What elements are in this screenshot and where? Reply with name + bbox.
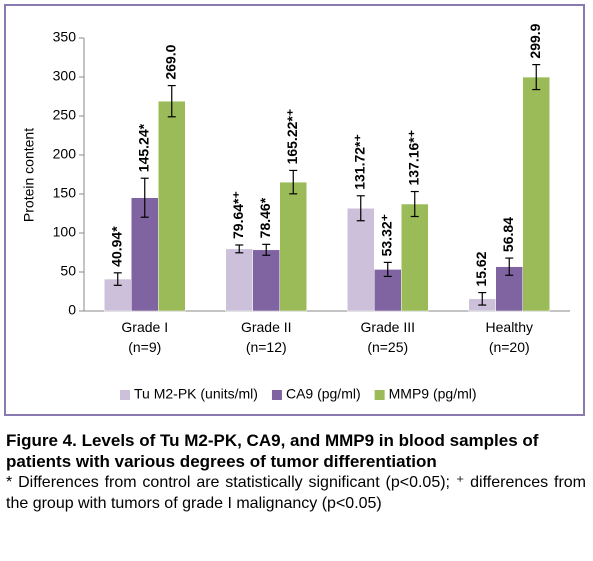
y-tick-label: 50 <box>60 263 76 279</box>
value-label: 79.64*⁺ <box>230 191 246 239</box>
value-label: 269.0 <box>162 44 178 79</box>
bar <box>279 181 307 312</box>
value-label: 15.62 <box>473 251 489 286</box>
error-bar <box>410 190 419 218</box>
legend-label: CA9 (pg/ml) <box>286 386 361 402</box>
value-label: 145.24* <box>135 123 151 172</box>
chart-frame <box>4 4 585 416</box>
y-axis-label: Protein content <box>21 128 37 222</box>
error-bar <box>532 63 541 91</box>
y-tick-label: 100 <box>53 224 77 240</box>
value-label: 165.22*⁺ <box>284 109 300 165</box>
error-bar <box>505 257 514 276</box>
x-tick-label: Grade III (n=25) <box>360 319 415 355</box>
chart: Protein content 0 50 100 150 200 250 300 350 40.… <box>21 23 570 402</box>
legend-swatch <box>374 390 385 400</box>
y-tick-label: 200 <box>53 146 77 162</box>
y-tick-label: 350 <box>53 29 77 45</box>
value-label: 40.94* <box>108 226 124 267</box>
bar <box>252 249 280 312</box>
legend-label: MMP9 (pg/ml) <box>389 386 477 402</box>
error-bar <box>383 261 392 278</box>
error-bar <box>289 169 298 195</box>
error-bar <box>140 177 149 218</box>
bar <box>225 248 253 312</box>
caption: Figure 4. Levels of Tu M2-PK, CA9, and M… <box>6 430 586 514</box>
legend-swatch <box>120 390 130 400</box>
error-bar <box>356 195 365 222</box>
y-tick-label: 0 <box>68 302 76 318</box>
value-label: 137.16*⁺ <box>405 130 421 186</box>
value-label: 78.46* <box>257 197 273 238</box>
bar <box>347 208 375 312</box>
bar <box>522 76 550 312</box>
x-tick-label: Healthy (n=20) <box>485 319 533 355</box>
bar <box>158 100 186 312</box>
value-label: 131.72*⁺ <box>351 134 367 190</box>
y-tick-label: 150 <box>53 185 77 201</box>
x-tick-label: Grade I (n=9) <box>121 319 169 355</box>
error-bar <box>235 244 244 254</box>
bar <box>131 197 159 312</box>
x-tick-label: Grade II (n=12) <box>240 319 292 355</box>
error-bar <box>478 291 487 306</box>
error-bar <box>113 272 122 286</box>
legend-swatch <box>271 390 282 400</box>
error-bar <box>262 243 271 256</box>
value-label: 56.84 <box>500 217 516 252</box>
value-label: 53.32⁺ <box>378 214 394 256</box>
y-tick-label: 300 <box>53 68 77 84</box>
caption-title: Figure 4. Levels of Tu M2-PK, CA9, and M… <box>6 431 539 471</box>
legend-label: Tu M2-PK (units/ml) <box>134 386 258 402</box>
y-tick-label: 250 <box>53 107 77 123</box>
caption-note: * Differences from control are statistic… <box>6 474 586 512</box>
bar <box>401 203 429 312</box>
value-label: 299.9 <box>527 23 543 58</box>
error-bar <box>167 84 176 118</box>
